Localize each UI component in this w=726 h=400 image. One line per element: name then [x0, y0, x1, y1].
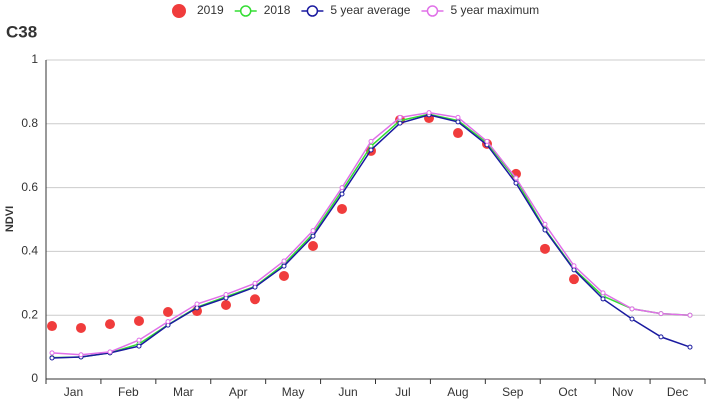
line-marker [368, 138, 374, 144]
x-tick-label: Dec [667, 385, 688, 399]
line-marker [600, 290, 606, 296]
data-point [250, 294, 260, 305]
line-marker [542, 227, 548, 233]
y-tick-label: 1 [31, 52, 38, 66]
line-marker [687, 312, 693, 318]
x-tick-label: Mar [173, 385, 194, 399]
line-marker [78, 352, 84, 358]
y-tick-label: 0.8 [21, 116, 38, 130]
line-marker [252, 280, 258, 286]
line-marker [397, 120, 403, 126]
line-marker [571, 267, 577, 273]
y-axis-label: NDVI [4, 206, 16, 232]
line-marker [49, 350, 55, 356]
line-marker [339, 191, 345, 197]
line-marker [629, 316, 635, 322]
line-marker [310, 228, 316, 234]
legend-swatch [239, 5, 252, 17]
y-tick-label: 0 [31, 371, 38, 385]
data-point [453, 128, 463, 139]
line-marker [368, 147, 374, 153]
line-marker [571, 263, 577, 269]
y-tick-label: 0.2 [21, 307, 38, 321]
x-tick-label: Jul [395, 385, 410, 399]
data-point [540, 243, 550, 254]
x-tick-label: Sep [502, 385, 524, 399]
line-marker [513, 175, 519, 181]
line-marker [194, 301, 200, 307]
y-tick-label: 0.4 [21, 244, 38, 258]
legend-label: 2018 [264, 3, 291, 17]
line-marker [426, 110, 432, 116]
line-marker [310, 233, 316, 239]
line-marker [658, 334, 664, 340]
line-marker [629, 306, 635, 312]
line-marker [165, 319, 171, 325]
line-marker [49, 355, 55, 361]
x-tick-label: Jan [64, 385, 83, 399]
x-tick-label: Aug [447, 385, 468, 399]
data-point [279, 270, 289, 281]
data-point [569, 274, 579, 285]
x-tick-label: Apr [229, 385, 248, 399]
line-marker [223, 291, 229, 297]
x-tick-label: Nov [612, 385, 633, 399]
data-point [308, 240, 318, 251]
line-marker [107, 349, 113, 355]
x-tick-label: May [282, 385, 305, 399]
x-tick-label: Jun [338, 385, 357, 399]
line-marker [397, 114, 403, 120]
legend-swatch [306, 5, 319, 17]
line-marker [136, 343, 142, 349]
line-marker [281, 263, 287, 269]
data-point [134, 315, 144, 326]
legend-label: 2019 [197, 3, 224, 17]
data-point [76, 322, 86, 333]
y-tick-label: 0.6 [21, 180, 38, 194]
line-marker [455, 114, 461, 120]
data-point [105, 319, 115, 330]
line-marker [339, 185, 345, 191]
legend-label: 5 year maximum [450, 3, 539, 17]
legend-swatch [426, 5, 439, 17]
x-tick-label: Feb [118, 385, 139, 399]
line-marker [600, 296, 606, 302]
line-marker [136, 337, 142, 343]
line-marker [542, 221, 548, 227]
data-point [163, 307, 173, 318]
line-marker [455, 119, 461, 125]
data-point [337, 203, 347, 214]
data-point [47, 321, 57, 332]
line-marker [281, 258, 287, 264]
line-marker [513, 180, 519, 186]
line-marker [687, 344, 693, 350]
line-marker [658, 311, 664, 317]
legend-label: 5 year average [330, 3, 410, 17]
x-tick-label: Oct [558, 385, 577, 399]
legend-swatch [172, 4, 186, 18]
chart-title: C38 [6, 22, 37, 41]
line-marker [484, 138, 490, 144]
data-point [221, 299, 231, 310]
